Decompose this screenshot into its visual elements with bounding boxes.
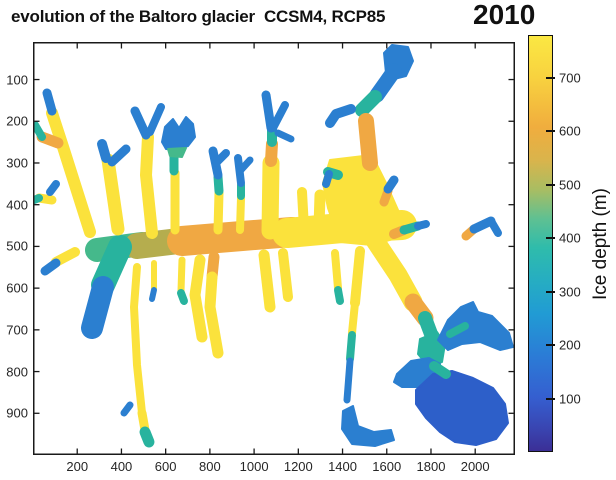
year-label: 2010 [473,0,536,30]
glacier-segment [429,361,451,379]
y-tick-label: 200 [6,113,28,129]
glacier-region [415,370,509,446]
colorbar-tick-label: 500 [559,177,581,193]
glacier-region [341,405,395,447]
colorbar-tick-label: 100 [559,391,581,407]
glacier-segment [261,154,280,240]
glacier-segment [414,220,430,230]
glacier-segment [322,170,333,188]
colorbar-tick-label: 600 [559,123,581,139]
glacier-segment [97,139,111,163]
colorbar-tick-mark [546,130,555,133]
colorbar-tick-mark [546,76,555,79]
y-tick-label: 600 [6,280,28,296]
glacier-region [161,116,196,151]
glacier-segment [343,357,354,404]
x-tick-label: 800 [199,459,221,474]
glacier-segment [364,229,423,312]
glacier-segment [213,188,224,235]
glacier-segment [46,107,96,238]
glacier-segment [358,113,378,171]
glacier-segment [212,149,230,167]
glacier-region [167,147,187,158]
glacier-segment [274,129,295,143]
x-tick-label: 1200 [283,459,313,474]
plot-area [33,42,515,455]
glacier-segment [42,88,57,116]
x-tick-label: 1600 [372,459,402,474]
x-tick-label: 1800 [416,459,446,474]
colorbar-tick-mark [546,290,555,293]
glacier-segment [297,187,309,233]
glacier-segment [350,246,365,308]
glacier-segment [140,131,158,239]
glacier-segment [348,299,359,337]
glacier-map-svg [33,42,515,455]
figure-title: evolution of the Baltoro glacier CCSM4, … [11,7,386,26]
glacier-segment [269,101,289,132]
glacier-segment [334,286,344,305]
glacier-segment [204,271,224,359]
glacier-segment [369,63,402,103]
colorbar-tick-label: 200 [559,337,581,353]
glacier-segment [139,426,155,448]
x-tick-label: 1400 [328,459,357,474]
colorbar-tick-mark [546,183,555,186]
glacier-segment [236,194,245,234]
x-tick-label: 2000 [460,459,490,474]
glacier-segment [130,106,151,140]
glacier-segment [313,189,326,233]
glacier-segment [101,153,125,236]
glacier-segment [331,249,342,292]
glacier-segment [33,194,43,204]
glacier-segment [177,256,186,295]
glacier-segment [487,217,502,237]
colorbar-tick-label: 400 [559,230,581,246]
glacier-region [437,301,514,351]
glacier-segment [383,175,399,194]
x-tick-label: 400 [110,459,133,474]
glacier-segment [107,144,131,167]
glacier-segment [149,287,157,302]
glacier-segment [81,276,114,339]
glacier-segment [33,121,46,141]
glacier-segment [46,180,60,196]
plot-border [33,42,515,455]
glacier-segment [261,90,276,133]
y-tick-label: 500 [6,238,28,254]
colorbar-tick-label: 300 [559,284,581,300]
colorbar [528,35,553,452]
colorbar-tick-mark [546,237,555,240]
glacier-segment [130,263,146,417]
x-tick-label: 200 [66,459,89,474]
x-tick-label: 1000 [239,459,269,474]
colorbar-tick-mark [546,397,555,400]
y-tick-label: 300 [6,155,28,171]
glacier-segment [146,103,165,136]
glacier-segment [355,90,382,117]
colorbar-tick-mark [546,344,555,347]
y-tick-label: 900 [6,405,28,421]
glacier-segment [189,254,208,343]
glacier-segment [258,249,276,313]
y-tick-label: 700 [6,322,28,338]
glacier-segment [278,248,293,302]
glacier-segment [236,156,254,175]
colorbar-tick-label: 700 [559,70,581,86]
colorbar-axis-label: Ice depth (m) [590,188,611,300]
y-tick-label: 800 [6,364,28,380]
glacier-segment [120,401,134,417]
glacier-segment [40,258,61,276]
y-tick-label: 400 [6,197,28,213]
glacier-segment [446,322,469,338]
glacier-segment [325,104,356,128]
glacier-segment [346,331,356,363]
glacier-segment [177,289,188,305]
y-tick-label: 100 [6,72,28,88]
x-tick-label: 600 [154,459,177,474]
